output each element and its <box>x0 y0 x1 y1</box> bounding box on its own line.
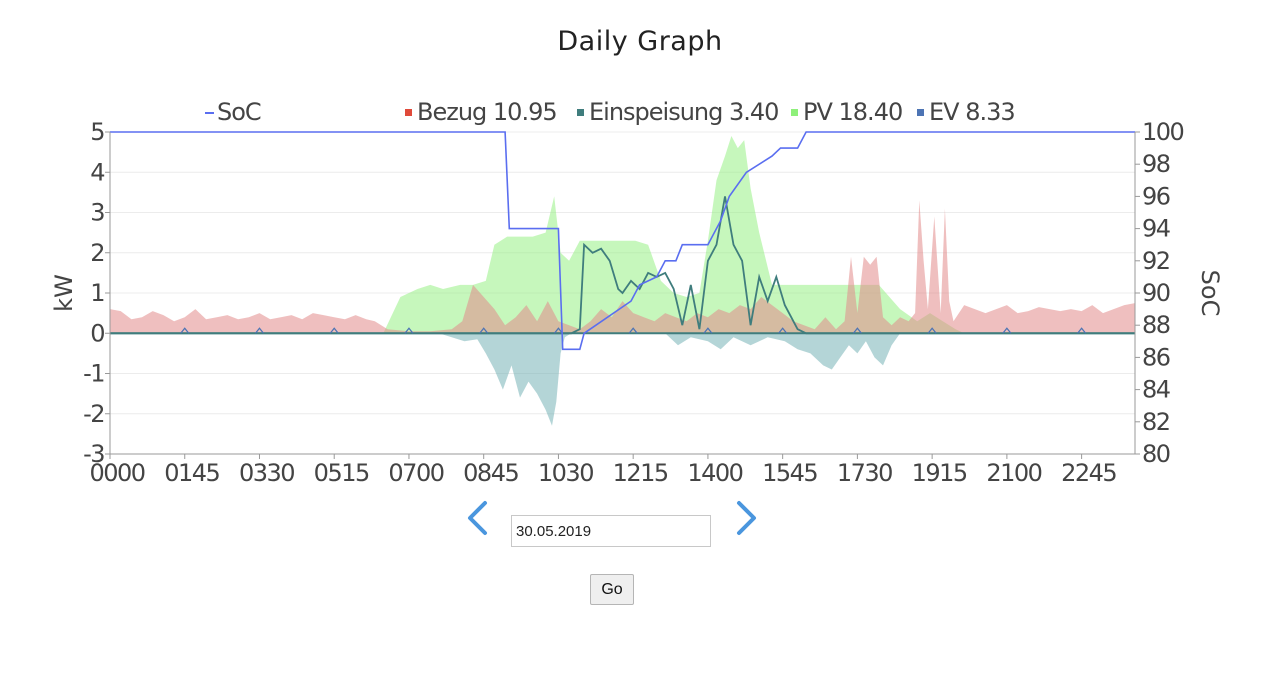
ev-marker <box>553 327 563 334</box>
x-tick-label: 2100 <box>986 459 1041 487</box>
y2-tick-label: 84 <box>1142 376 1170 404</box>
ev-marker <box>703 327 713 334</box>
chevron-right-icon <box>737 501 756 535</box>
legend-label: PV 18.40 <box>803 98 902 126</box>
x-tick-label: 0700 <box>388 459 443 487</box>
legend-label: Einspeisung 3.40 <box>589 98 778 126</box>
bezug-area <box>110 200 1135 334</box>
y2-tick-label: 96 <box>1142 182 1170 210</box>
y2-tick-label: 88 <box>1142 311 1170 339</box>
legend-label: EV 8.33 <box>929 98 1015 126</box>
next-day-button[interactable] <box>730 500 764 536</box>
legend-label: SoC <box>217 98 261 126</box>
x-tick-label: 1545 <box>762 459 817 487</box>
legend-label: Bezug 10.95 <box>417 98 557 126</box>
soc-line <box>110 131 1135 351</box>
y2-tick-label: 98 <box>1142 150 1170 178</box>
previous-day-button[interactable] <box>460 500 494 536</box>
y2-tick-label: 92 <box>1142 247 1170 275</box>
x-tick-label: 0145 <box>164 459 219 487</box>
y-tick-label: 0 <box>90 319 104 347</box>
y-tick-label: -2 <box>83 400 104 428</box>
y-tick-label: -3 <box>83 440 104 468</box>
ev-marker <box>927 327 937 334</box>
y2-tick-label: 94 <box>1142 215 1170 243</box>
x-tick-label: 0330 <box>239 459 294 487</box>
ev-marker <box>180 327 190 334</box>
legend-marker <box>917 109 924 116</box>
y2-axis-title: SoC <box>1196 270 1224 317</box>
legend-marker <box>791 109 798 116</box>
einspeisung-area <box>438 333 901 426</box>
daily-graph-chart: 5 4 3 2 1 0 -1 -2 -3 100 98 96 94 92 90 88 86 84 82 80 0000 0… <box>50 98 1224 487</box>
ev-marker <box>852 327 862 334</box>
x-tick-label: 0000 <box>89 459 144 487</box>
y-tick-label: 3 <box>90 199 104 227</box>
x-tick-label: 0515 <box>314 459 369 487</box>
legend-marker <box>577 109 584 116</box>
go-button[interactable]: Go <box>590 574 634 605</box>
date-input[interactable] <box>511 515 711 547</box>
x-tick-label: 1915 <box>912 459 967 487</box>
y2-tick-label: 82 <box>1142 408 1170 436</box>
y2-tick-label: 86 <box>1142 343 1170 371</box>
ev-marker <box>1002 327 1012 334</box>
legend-marker <box>405 109 412 116</box>
pv-area <box>383 136 965 334</box>
x-tick-label: 1215 <box>613 459 668 487</box>
y2-tick-label: 90 <box>1142 279 1170 307</box>
x-tick-label: 1030 <box>538 459 593 487</box>
x-tick-label: 1400 <box>687 459 742 487</box>
y-tick-label: 1 <box>90 279 104 307</box>
y2-tick-label: 100 <box>1142 118 1184 146</box>
ev-marker <box>628 327 638 334</box>
ev-marker <box>404 327 414 334</box>
ev-marker <box>778 327 788 334</box>
ev-marker <box>329 327 339 334</box>
y-tick-label: 2 <box>90 239 104 267</box>
x-tick-label: 1730 <box>837 459 892 487</box>
ev-marker <box>479 327 489 334</box>
y-tick-label: -1 <box>83 360 104 388</box>
y-tick-label: 4 <box>90 158 104 186</box>
y-tick-label: 5 <box>90 118 104 146</box>
ev-line <box>110 196 1135 335</box>
x-tick-label: 2245 <box>1061 459 1116 487</box>
y-axis-title: kW <box>50 274 78 312</box>
chevron-left-icon <box>468 501 487 535</box>
ev-marker <box>1077 327 1087 334</box>
page-title: Daily Graph <box>557 26 723 57</box>
ev-marker <box>254 327 264 334</box>
y2-tick-label: 80 <box>1142 440 1170 468</box>
x-tick-label: 0845 <box>463 459 518 487</box>
